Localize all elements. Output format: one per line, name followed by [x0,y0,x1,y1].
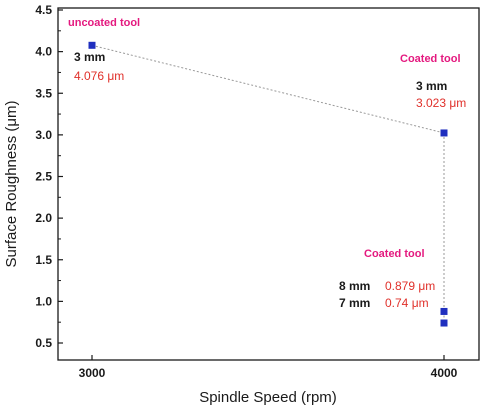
annotation-uncoated-title: uncoated tool [68,17,140,29]
data-point [440,307,448,315]
annotation-coated-top-depth: 3 mm [416,79,447,93]
y-tick-label: 3.5 [35,86,52,100]
x-tick-label: 4000 [431,366,458,380]
x-tick-label: 3000 [79,366,106,380]
y-axis-title: Surface Roughness (μm) [3,100,20,267]
data-point [440,129,448,137]
data-markers [88,41,448,327]
x-axis-title: Spindle Speed (rpm) [199,389,337,406]
y-axis-ticks: 0.5 1.0 1.5 2.0 2.5 3.0 3.5 4.0 4.5 [35,3,63,350]
data-point [88,41,96,49]
y-tick-label: 2.5 [35,170,52,184]
annotation-coated-8-value: 0.879 μm [385,279,435,293]
y-tick-label: 1.0 [35,294,52,308]
annotation-coated-7-depth: 7 mm [339,296,370,310]
annotation-uncoated-value: 4.076 μm [74,69,124,83]
y-tick-label: 0.5 [35,336,52,350]
y-tick-label: 2.0 [35,211,52,225]
connector-line [91,44,445,134]
annotation-coated-8-depth: 8 mm [339,279,370,293]
annotation-coated-top-title: Coated tool [400,53,461,65]
x-axis-ticks: 3000 4000 [79,355,458,380]
y-tick-label: 3.0 [35,128,52,142]
plot-frame [57,7,480,361]
annotation-coated-7-value: 0.74 μm [385,296,429,310]
y-tick-label: 1.5 [35,253,52,267]
y-tick-label: 4.5 [35,3,52,17]
data-point [440,319,448,327]
annotation-uncoated-depth: 3 mm [74,50,105,64]
annotation-coated-bottom-title: Coated tool [364,248,425,260]
annotation-coated-top-value: 3.023 μm [416,96,466,110]
y-tick-label: 4.0 [35,45,52,59]
